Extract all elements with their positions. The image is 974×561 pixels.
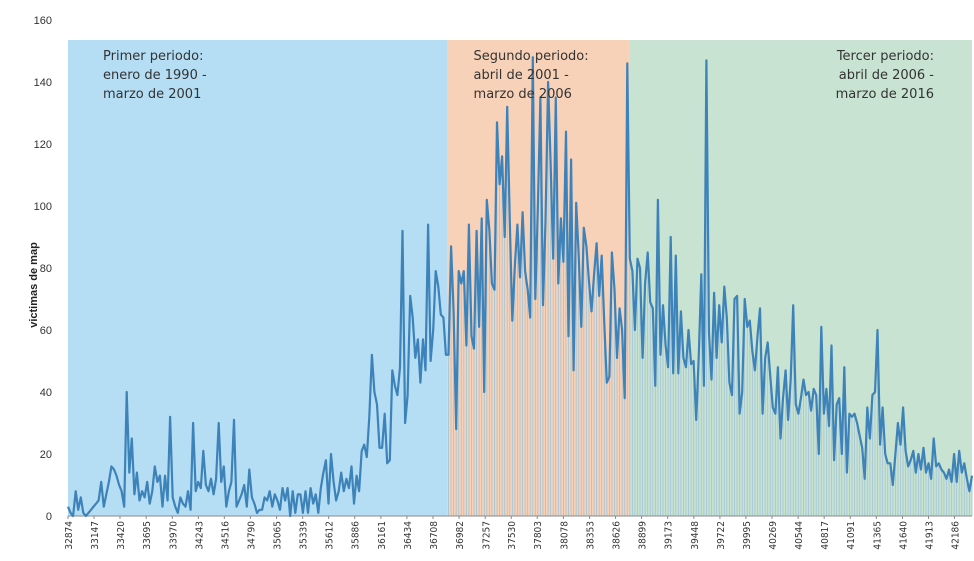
y-axis: 0 20 40 60 80 100 120 140 160: [34, 15, 972, 523]
region-label-line: abril de 2006 -: [839, 68, 935, 83]
x-tick-label: 37257: [481, 521, 492, 550]
x-tick-label: 40269: [768, 521, 779, 550]
region-label-line: enero de 1990 -: [103, 68, 207, 83]
x-tick-label: 34243: [194, 521, 205, 550]
x-tick-label: 40544: [794, 521, 805, 550]
region-label-line: abril de 2001 -: [474, 68, 570, 83]
x-tick-label: 39722: [716, 521, 727, 550]
y-tick-label: 20: [40, 449, 52, 461]
y-tick-label: 0: [46, 511, 52, 523]
x-tick-label: 42186: [950, 521, 961, 550]
region-2-label: Segundo periodo: abril de 2001 - marzo de …: [474, 49, 589, 102]
region-1: [68, 40, 448, 516]
x-tick-label: 39448: [690, 521, 701, 550]
x-tick-label: 33970: [168, 521, 179, 550]
region-label-line: Tercer periodo:: [836, 49, 934, 64]
x-tick-label: 36982: [455, 521, 466, 550]
x-tick-label: 41913: [924, 521, 935, 550]
x-tick-label: 33147: [90, 521, 101, 550]
x-tick-label: 36434: [403, 521, 414, 550]
x-tick-label: 35339: [299, 521, 310, 550]
x-tick-label: 38899: [638, 521, 649, 550]
x-axis: 32874 33147 33420 33695 33970 34243 34516 34790…: [64, 516, 961, 550]
region-3-label: Tercer periodo: abril de 2006 - marzo de 2…: [836, 49, 935, 102]
y-tick-label: 120: [34, 139, 52, 151]
x-tick-label: 37530: [507, 521, 518, 550]
region-1-label: Primer periodo: enero de 1990 - marzo de 2…: [103, 49, 207, 102]
x-tick-label: 39995: [742, 521, 753, 550]
region-label-line: Segundo periodo:: [474, 49, 589, 64]
x-tick-label: 33420: [116, 521, 127, 550]
y-tick-label: 80: [40, 263, 52, 275]
x-tick-label: 35612: [325, 521, 336, 550]
region-label-line: marzo de 2006: [474, 87, 572, 102]
x-tick-label: 35065: [273, 521, 284, 550]
x-tick-label: 41365: [872, 521, 883, 550]
y-tick-label: 100: [34, 201, 52, 213]
x-tick-label: 38353: [586, 521, 597, 550]
x-tick-label: 41640: [899, 521, 910, 550]
x-tick-label: 34516: [220, 521, 231, 550]
x-tick-label: 34790: [246, 521, 257, 550]
period-annotations: Primer periodo: enero de 1990 - marzo de 2…: [103, 49, 934, 102]
x-tick-label: 36161: [377, 521, 388, 550]
series-line: [66, 56, 974, 518]
x-tick-label: 39173: [664, 521, 675, 550]
x-tick-label: 35886: [351, 521, 362, 550]
drop-lines: [448, 57, 973, 516]
y-tick-label: 140: [34, 77, 52, 89]
x-tick-label: 33695: [142, 521, 153, 550]
x-tick-label: 32874: [64, 521, 75, 550]
region-label-line: marzo de 2016: [836, 87, 934, 102]
y-tick-label: 60: [40, 325, 52, 337]
y-axis-label: victimas de map: [28, 242, 40, 328]
y-tick-label: 160: [34, 15, 52, 27]
x-tick-label: 41091: [846, 521, 857, 550]
x-tick-label: 38626: [612, 521, 623, 550]
region-label-line: marzo de 2001: [103, 87, 201, 102]
x-tick-label: 37803: [533, 521, 544, 550]
x-tick-label: 36708: [429, 521, 440, 550]
x-tick-label: 40817: [820, 521, 831, 550]
y-tick-label: 40: [40, 387, 52, 399]
x-tick-label: 38078: [559, 521, 570, 550]
region-label-line: Primer periodo:: [103, 49, 203, 64]
